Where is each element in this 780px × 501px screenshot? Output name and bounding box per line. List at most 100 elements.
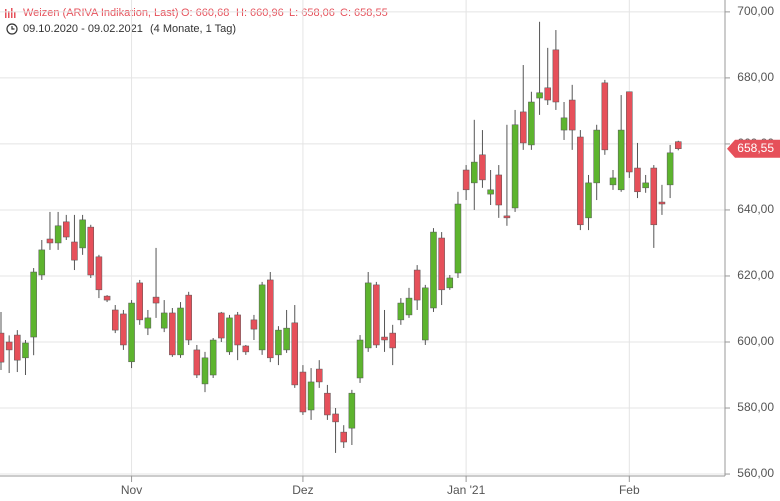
- candle-body: [0, 332, 5, 363]
- candle-body: [658, 201, 666, 205]
- ohlc-label: H: 660,96: [236, 7, 284, 19]
- candle-body: [471, 161, 478, 184]
- candle-body: [642, 182, 649, 189]
- y-tick-label: 680,00: [737, 70, 774, 84]
- candle-body: [626, 91, 633, 173]
- x-tick-label: Dez: [292, 483, 313, 497]
- candle-body: [144, 317, 152, 329]
- candle-body: [283, 327, 290, 351]
- y-tick-label: 640,00: [737, 202, 774, 216]
- candle-body: [95, 256, 103, 291]
- candle-body: [332, 413, 339, 423]
- chart-icon: [5, 8, 16, 18]
- candle-body: [5, 341, 13, 351]
- candle-body: [593, 129, 600, 184]
- candle-body: [601, 82, 609, 151]
- candle-body: [120, 313, 127, 346]
- y-tick-label: 620,00: [737, 268, 774, 282]
- candle-body: [495, 174, 503, 206]
- candle-body: [103, 295, 111, 301]
- candle-body: [340, 431, 347, 443]
- candle-body: [177, 307, 184, 356]
- candle-body: [560, 117, 568, 131]
- candle-body: [169, 312, 176, 356]
- candle-body: [397, 302, 405, 321]
- candle-body: [503, 215, 511, 219]
- candle-body: [209, 339, 217, 376]
- candle-body: [617, 129, 625, 191]
- candle-body: [234, 314, 241, 346]
- candle-body: [201, 357, 209, 385]
- candle-body: [666, 152, 674, 186]
- candle-body: [63, 221, 70, 238]
- x-tick-label: Jan '21: [447, 483, 486, 497]
- candle-body: [430, 231, 437, 309]
- candle-body: [536, 92, 543, 99]
- candle-body: [454, 203, 462, 274]
- candle-body: [250, 319, 258, 330]
- last-price-label: 658,55: [737, 141, 774, 155]
- candle-body: [577, 136, 584, 226]
- candle-body: [87, 226, 95, 276]
- candle-body: [675, 141, 682, 149]
- candle-body: [585, 182, 592, 219]
- candle-body: [389, 332, 396, 349]
- candle-body: [14, 334, 21, 361]
- candle-body: [373, 284, 380, 346]
- candle-body: [160, 312, 168, 329]
- candle-body: [22, 342, 29, 359]
- chart-title: Weizen (ARIVA Indikation, Last): [23, 7, 179, 19]
- y-tick-label: 700,00: [737, 4, 774, 18]
- candle-body: [242, 345, 250, 353]
- candle-body: [299, 371, 307, 413]
- candle-body: [544, 87, 551, 101]
- last-price-marker: [727, 139, 780, 158]
- candle-body: [111, 309, 119, 331]
- candle-body: [307, 381, 315, 411]
- candle-body: [185, 294, 192, 341]
- candle-body: [54, 225, 62, 244]
- candle-body: [193, 349, 201, 376]
- period: 09.10.2020 - 09.02.2021: [23, 23, 143, 35]
- duration: (4 Monate, 1 Tag): [150, 23, 236, 35]
- candle-body: [446, 277, 454, 289]
- candle-body: [511, 124, 519, 209]
- candle-body: [128, 302, 135, 363]
- candle-body: [552, 49, 560, 103]
- candle-body: [324, 392, 331, 416]
- candle-body: [438, 237, 445, 291]
- candle-body: [381, 336, 388, 341]
- y-tick-label: 560,00: [737, 466, 774, 480]
- candle-body: [519, 111, 527, 144]
- candle-body: [38, 249, 46, 276]
- candle-body: [634, 167, 641, 193]
- candle-body: [152, 296, 160, 304]
- candle-body: [291, 322, 299, 386]
- candle-body: [405, 297, 413, 316]
- y-tick-label: 580,00: [737, 400, 774, 414]
- candle-body: [422, 287, 429, 341]
- x-tick-label: Nov: [121, 483, 142, 497]
- candle-body: [218, 312, 225, 339]
- ohlc-label: O: 660,68: [181, 7, 229, 19]
- clock-icon: [6, 23, 18, 35]
- candle-body: [528, 101, 535, 146]
- candle-body: [568, 99, 576, 131]
- candle-body: [136, 282, 143, 321]
- candle-body: [487, 189, 494, 195]
- candle-body: [226, 317, 233, 353]
- candle-body: [267, 279, 274, 359]
- candle-body: [609, 177, 617, 186]
- candle-body: [348, 392, 356, 429]
- candle-body: [356, 339, 364, 379]
- y-tick-label: 600,00: [737, 334, 774, 348]
- ohlc-label: C: 658,55: [340, 7, 388, 19]
- candle-body: [71, 241, 78, 261]
- candle-body: [462, 169, 470, 191]
- candle-body: [30, 271, 37, 338]
- candle-body: [479, 154, 486, 181]
- candle-body: [650, 167, 658, 226]
- candle-body: [364, 282, 372, 349]
- candle-body: [79, 219, 86, 249]
